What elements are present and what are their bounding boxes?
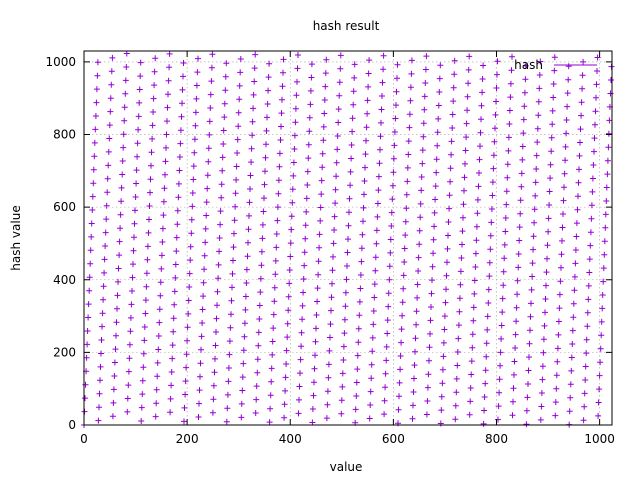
plot-frame: [83, 50, 613, 426]
x-tick-label: 400: [279, 432, 302, 446]
x-axis-label: value: [330, 460, 363, 474]
series-hash-points: [81, 50, 615, 428]
series-points-path: [81, 50, 615, 428]
legend-label-hash: hash: [514, 58, 543, 72]
y-axis-ticks: 0 200 400 600 800 1000: [45, 55, 612, 432]
x-axis-ticks: 0 200 400 600 800 1000: [80, 51, 615, 446]
y-axis-label: hash value: [9, 205, 23, 270]
y-tick-label: 200: [53, 345, 76, 359]
y-tick-label: 1000: [45, 55, 76, 69]
legend: hash: [514, 58, 597, 72]
x-tick-label: 200: [176, 432, 199, 446]
x-tick-label: 600: [382, 432, 405, 446]
x-tick-label: 0: [80, 432, 88, 446]
grid-lines: [84, 51, 612, 425]
y-tick-label: 600: [53, 200, 76, 214]
chart-title: hash result: [313, 19, 380, 33]
y-tick-label: 0: [68, 418, 76, 432]
y-tick-label: 400: [53, 273, 76, 287]
x-tick-label: 800: [485, 432, 508, 446]
x-tick-label: 1000: [584, 432, 615, 446]
y-tick-label: 800: [53, 128, 76, 142]
